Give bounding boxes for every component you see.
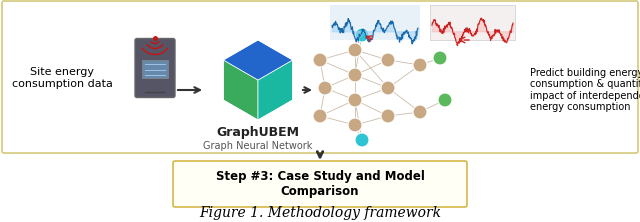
FancyBboxPatch shape [142,60,168,78]
Circle shape [313,109,327,123]
FancyBboxPatch shape [135,38,175,97]
Circle shape [413,105,427,119]
Circle shape [438,93,452,107]
Text: Site energy
consumption data: Site energy consumption data [12,67,113,89]
Circle shape [348,93,362,107]
Circle shape [313,53,327,67]
Circle shape [413,58,427,72]
Text: Step #3: Case Study and Model
Comparison: Step #3: Case Study and Model Comparison [216,170,424,198]
Circle shape [355,28,369,42]
Polygon shape [258,60,292,120]
FancyBboxPatch shape [430,5,515,40]
Circle shape [433,51,447,65]
Circle shape [355,133,369,147]
Polygon shape [223,60,258,120]
Circle shape [381,81,395,95]
Text: Predict building energy
consumption & quantify the
impact of interdependency on
: Predict building energy consumption & qu… [530,68,640,112]
FancyBboxPatch shape [173,161,467,207]
Circle shape [381,109,395,123]
Text: GraphUBEM: GraphUBEM [216,125,300,139]
Text: Graph Neural Network: Graph Neural Network [204,141,313,151]
FancyBboxPatch shape [330,5,420,40]
Polygon shape [223,40,292,80]
FancyBboxPatch shape [2,1,638,153]
Circle shape [318,81,332,95]
Circle shape [381,53,395,67]
Circle shape [348,68,362,82]
Circle shape [348,43,362,57]
Circle shape [348,118,362,132]
Text: Figure 1. Methodology framework: Figure 1. Methodology framework [199,206,441,220]
